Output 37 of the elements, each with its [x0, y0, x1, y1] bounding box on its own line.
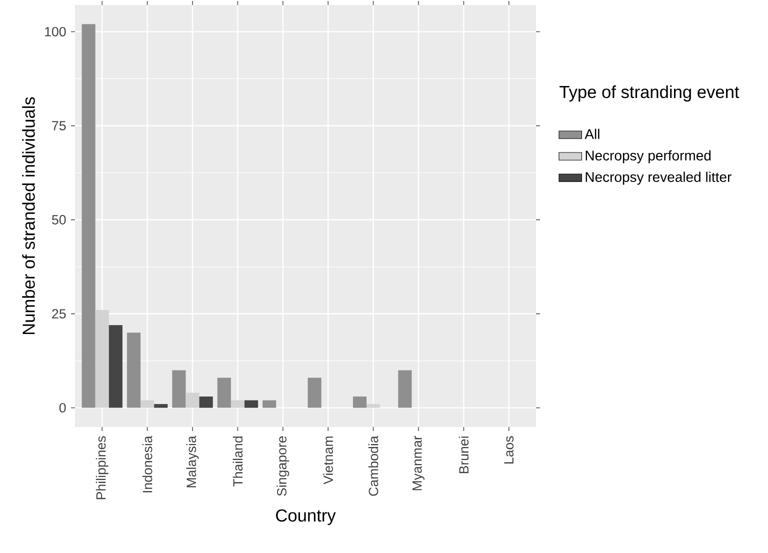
y-tick-label: 100	[45, 26, 66, 36]
bar	[82, 24, 96, 408]
y-tick-label: 0	[59, 403, 66, 413]
x-tick-label: Philippines	[96, 436, 108, 500]
bar	[398, 370, 412, 408]
bar	[95, 310, 109, 408]
x-tick-label: Malaysia	[186, 436, 199, 488]
bar	[186, 392, 200, 408]
bar	[172, 370, 186, 408]
x-tick-label: Vietnam	[323, 436, 333, 484]
legend-label: Necropsy performed	[586, 150, 711, 164]
bar	[352, 396, 367, 408]
bar	[230, 400, 244, 408]
x-tick-label: Laos	[504, 436, 514, 464]
x-tick-label: Brunei	[458, 436, 469, 474]
bar	[126, 332, 141, 408]
x-tick-label: Myanmar	[412, 436, 424, 490]
y-tick-label: 50	[52, 215, 66, 224]
bar	[199, 396, 213, 408]
legend-label: All	[584, 128, 600, 139]
x-tick-label: Thailand	[232, 436, 243, 487]
bar	[244, 400, 258, 408]
x-tick-label: Cambodia	[368, 436, 378, 496]
bar	[154, 404, 168, 408]
bar	[308, 378, 322, 408]
x-tick-label: Singapore	[276, 436, 290, 496]
y-tick-label: 25	[52, 309, 66, 318]
x-axis-title: Country	[276, 509, 336, 526]
legend-label: Necropsy revealed litter	[586, 172, 732, 185]
y-axis-title: Number of stranded individuals	[22, 97, 35, 334]
bar	[262, 400, 276, 408]
bar	[108, 325, 122, 408]
bar	[140, 400, 154, 408]
bar	[217, 378, 231, 408]
y-tick-label: 75	[52, 121, 66, 130]
x-tick-label: Indonesia	[142, 436, 152, 492]
legend-title: Type of stranding event	[560, 85, 740, 102]
